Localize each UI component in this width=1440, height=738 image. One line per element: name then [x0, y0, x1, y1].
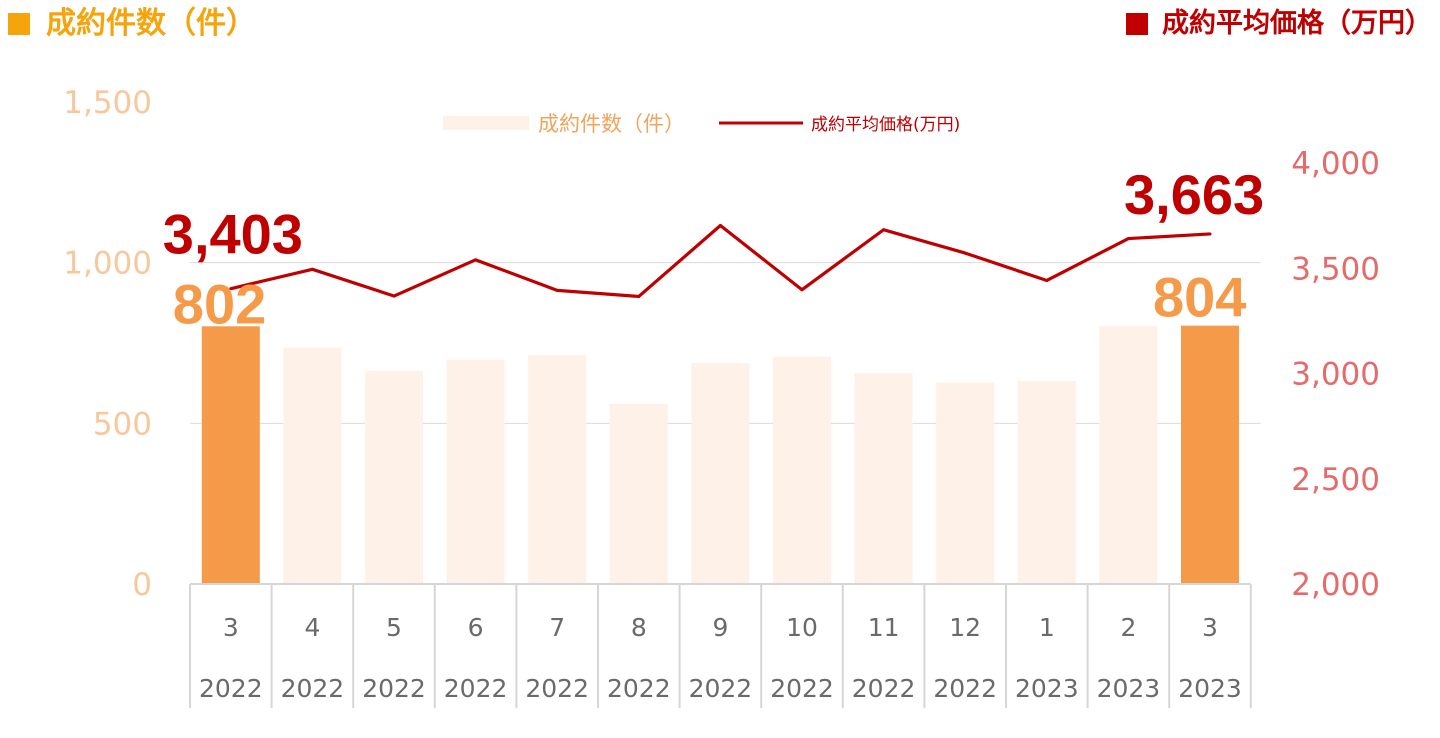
bar: [1099, 326, 1158, 584]
bar: [691, 362, 750, 584]
category-month-label: 4: [304, 613, 320, 642]
bar: [773, 356, 831, 584]
line-point: [1045, 278, 1049, 282]
legend-bar-swatch: [443, 116, 529, 130]
legend-line-label: 成約平均価格(万円): [811, 115, 960, 135]
bar: [1181, 325, 1239, 584]
category-year-label: 2022: [525, 674, 589, 703]
category-year-label: 2022: [444, 674, 508, 703]
line-point: [800, 288, 804, 292]
line-point: [1208, 232, 1212, 236]
left-tick-label: 500: [93, 406, 152, 442]
right-tick-label: 2,500: [1291, 462, 1380, 498]
left-tick-label: 0: [132, 567, 152, 603]
bar: [446, 359, 505, 584]
price-line-layer: [229, 223, 1212, 299]
category-year-label: 2023: [1015, 674, 1079, 703]
category-year-label: 2022: [607, 674, 671, 703]
line-point: [392, 294, 396, 298]
category-year-label: 2022: [281, 674, 345, 703]
category-month-label: 2: [1120, 613, 1136, 642]
line-point: [637, 294, 641, 298]
category-month-label: 3: [1202, 613, 1218, 642]
category-month-label: 11: [868, 613, 900, 642]
line-point: [963, 251, 967, 255]
category-year-label: 2022: [199, 674, 263, 703]
right-tick-label: 3,500: [1291, 251, 1380, 287]
legend: 成約件数（件） 成約平均価格(万円): [443, 112, 960, 136]
right-tick-label: 2,000: [1291, 567, 1380, 603]
right-title-square-icon: [1126, 13, 1148, 35]
right-tick-label: 3,000: [1291, 357, 1380, 393]
line-point: [474, 258, 478, 262]
bar-data-label-first: 802: [173, 272, 266, 335]
line-point: [718, 224, 722, 228]
legend-bar-label: 成約件数（件）: [538, 112, 685, 136]
category-year-label: 2022: [689, 674, 753, 703]
bar: [854, 373, 913, 584]
data-labels: 802 804 3,403 3,663: [163, 163, 1264, 335]
bar: [1017, 380, 1076, 584]
category-year-label: 2022: [770, 674, 834, 703]
bar: [201, 326, 260, 584]
category-year-label: 2022: [933, 674, 997, 703]
right-axis-title: 成約平均価格（万円）: [1126, 4, 1432, 44]
left-axis-title: 成約件数（件）: [8, 4, 256, 44]
line-point: [882, 228, 886, 232]
bar: [283, 347, 342, 584]
category-month-label: 5: [386, 613, 402, 642]
bar-data-label-last: 804: [1153, 266, 1246, 329]
category-axis: 3 2022 4 2022 5 2022 6 2022 7 2022 8 2022 9 2022 10 202…: [189, 583, 1252, 708]
bar: [365, 370, 423, 584]
bars: [201, 325, 1239, 584]
category-month-label: 6: [468, 613, 484, 642]
right-title-text: 成約平均価格（万円）: [1162, 8, 1432, 39]
line-point: [310, 267, 314, 271]
bar: [609, 403, 668, 584]
price-line: [230, 223, 1211, 299]
category-year-label: 2023: [1178, 674, 1242, 703]
tick-labels: 0 500 1,000 1,500 2,000 2,500 3,000 3,500 4,000: [63, 85, 1380, 603]
line-point: [1126, 237, 1130, 241]
right-tick-label: 4,000: [1291, 146, 1380, 182]
bar: [528, 354, 587, 584]
left-title-text: 成約件数（件）: [46, 6, 256, 41]
line-point: [229, 287, 233, 291]
category-month-label: 8: [631, 613, 647, 642]
category-month-label: 3: [223, 613, 239, 642]
line-data-label-last: 3,663: [1124, 163, 1264, 226]
category-year-label: 2023: [1097, 674, 1161, 703]
bar: [936, 382, 995, 584]
left-tick-label: 1,000: [63, 246, 152, 282]
line-point: [555, 288, 559, 292]
category-year-label: 2022: [852, 674, 916, 703]
left-tick-label: 1,500: [63, 85, 152, 121]
category-month-label: 9: [712, 613, 728, 642]
line-data-label-first: 3,403: [163, 203, 303, 266]
left-title-square-icon: [8, 13, 30, 35]
category-year-label: 2022: [362, 674, 426, 703]
category-month-label: 1: [1039, 613, 1055, 642]
category-month-label: 12: [949, 613, 981, 642]
category-month-label: 10: [786, 613, 818, 642]
category-month-label: 7: [549, 613, 565, 642]
